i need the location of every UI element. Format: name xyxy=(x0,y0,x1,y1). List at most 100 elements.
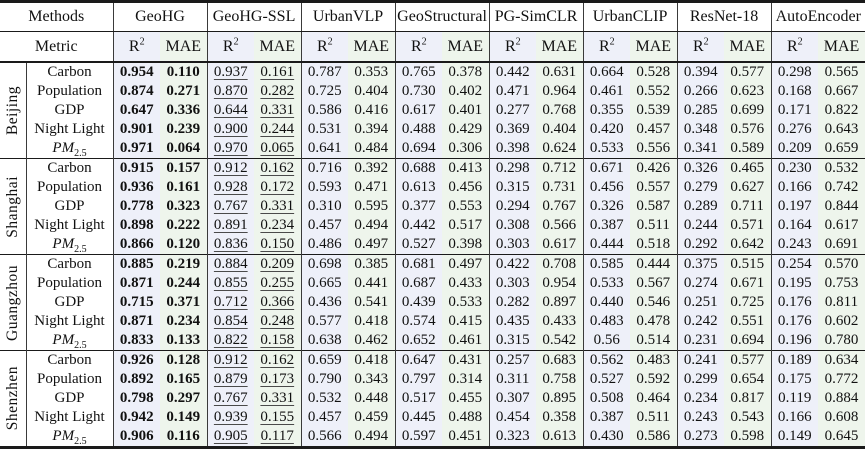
indicator-label: Night Light xyxy=(25,408,113,427)
value-cell: 0.065 xyxy=(254,139,302,159)
value-cell: 0.230 xyxy=(770,158,819,178)
value-cell: 0.175 xyxy=(770,370,819,389)
indicator-label: GDP xyxy=(25,389,113,408)
value-cell: 0.539 xyxy=(630,101,678,120)
indicator-label: Night Light xyxy=(25,216,113,235)
table-row-beijing-carbon: Beijing Carbon 0.954 0.110 0.937 0.161 0.787 0.… xyxy=(0,62,865,159)
value-cell: 0.274 xyxy=(676,274,725,293)
metric-header-geohg-ssl-r2: R2 xyxy=(206,31,255,63)
value-cell: 0.371 xyxy=(160,293,208,312)
value-cell: 0.164 xyxy=(770,216,819,235)
value-cell: 0.149 xyxy=(160,408,208,427)
value-cell: 0.936 xyxy=(112,178,160,197)
value-cell: 0.161 xyxy=(160,178,208,197)
value-cell: 0.694 xyxy=(394,139,443,159)
value-cell: 0.244 xyxy=(160,274,208,293)
value-cell: 0.273 xyxy=(676,427,725,448)
value-cell: 0.279 xyxy=(676,178,725,197)
value-cell: 0.711 xyxy=(724,197,772,216)
table-row-beijing-night-light: Night Light 0.901 0.239 0.900 0.244 0.531 0.39… xyxy=(0,120,865,139)
value-cell: 0.768 xyxy=(536,101,584,120)
indicator-label: PM2.5 xyxy=(25,235,113,255)
value-cell: 0.243 xyxy=(676,408,725,427)
value-cell: 0.634 xyxy=(818,350,865,370)
value-cell: 0.566 xyxy=(536,216,584,235)
value-cell: 0.906 xyxy=(112,427,160,448)
value-cell: 0.879 xyxy=(206,370,255,389)
value-cell: 0.209 xyxy=(254,254,302,274)
value-cell: 0.767 xyxy=(206,389,255,408)
value-cell: 0.613 xyxy=(536,427,584,448)
value-cell: 0.884 xyxy=(206,254,255,274)
value-cell: 0.457 xyxy=(300,408,349,427)
indicator-label: PM2.5 xyxy=(25,331,113,351)
value-cell: 0.456 xyxy=(582,178,631,197)
table-row-beijing-population: Population 0.874 0.271 0.870 0.282 0.725 0.404… xyxy=(0,82,865,101)
metric-header-geohg-r2: R2 xyxy=(112,31,160,63)
value-cell: 0.527 xyxy=(394,235,443,255)
value-cell: 0.712 xyxy=(206,293,255,312)
value-cell: 0.454 xyxy=(488,408,537,427)
method-header-pg-simclr: PG-SimCLR xyxy=(488,1,584,32)
value-cell: 0.871 xyxy=(112,274,160,293)
value-cell: 0.532 xyxy=(818,158,865,178)
value-cell: 0.387 xyxy=(582,408,631,427)
value-cell: 0.413 xyxy=(442,158,490,178)
method-header-geohg-ssl: GeoHG-SSL xyxy=(206,1,302,32)
value-cell: 0.598 xyxy=(724,427,772,448)
value-cell: 0.533 xyxy=(442,293,490,312)
value-cell: 0.553 xyxy=(442,197,490,216)
value-cell: 0.331 xyxy=(254,101,302,120)
table-row-shenzhen-night-light: Night Light 0.942 0.149 0.939 0.155 0.457 0.45… xyxy=(0,408,865,427)
value-cell: 0.244 xyxy=(676,216,725,235)
value-cell: 0.822 xyxy=(206,331,255,351)
table-row-shanghai-population: Population 0.936 0.161 0.928 0.172 0.593 0.471… xyxy=(0,178,865,197)
value-cell: 0.149 xyxy=(770,427,819,448)
value-cell: 0.787 xyxy=(300,62,349,82)
value-cell: 0.189 xyxy=(770,350,819,370)
value-cell: 0.375 xyxy=(676,254,725,274)
value-cell: 0.570 xyxy=(818,254,865,274)
value-cell: 0.659 xyxy=(818,139,865,159)
value-cell: 0.398 xyxy=(488,139,537,159)
value-cell: 0.418 xyxy=(348,312,396,331)
value-cell: 0.533 xyxy=(582,274,631,293)
value-cell: 0.155 xyxy=(254,408,302,427)
indicator-label: Carbon xyxy=(25,62,113,82)
table-row-shenzhen-population: Population 0.892 0.165 0.879 0.173 0.790 0.343… xyxy=(0,370,865,389)
value-cell: 0.567 xyxy=(630,274,678,293)
value-cell: 0.954 xyxy=(112,62,160,82)
value-cell: 0.562 xyxy=(582,350,631,370)
value-cell: 0.426 xyxy=(630,158,678,178)
value-cell: 0.642 xyxy=(724,235,772,255)
city-label-shanghai: Shanghai xyxy=(0,158,26,255)
value-cell: 0.276 xyxy=(770,120,819,139)
value-cell: 0.517 xyxy=(394,389,443,408)
value-cell: 0.624 xyxy=(536,139,584,159)
value-cell: 0.905 xyxy=(206,427,255,448)
method-header-geohg: GeoHG xyxy=(112,1,208,32)
value-cell: 0.251 xyxy=(676,293,725,312)
value-cell: 0.241 xyxy=(676,350,725,370)
value-cell: 0.767 xyxy=(536,197,584,216)
method-header-autoencoder: AutoEncoder xyxy=(770,1,865,32)
value-cell: 0.455 xyxy=(442,389,490,408)
value-cell: 0.483 xyxy=(582,312,631,331)
value-cell: 0.577 xyxy=(724,350,772,370)
indicator-label: Population xyxy=(25,178,113,197)
value-cell: 0.436 xyxy=(300,293,349,312)
value-cell: 0.415 xyxy=(442,312,490,331)
value-cell: 0.937 xyxy=(206,62,255,82)
value-cell: 0.631 xyxy=(536,62,584,82)
value-cell: 0.556 xyxy=(630,139,678,159)
value-cell: 0.514 xyxy=(630,331,678,351)
metric-header-geohg-mae: MAE xyxy=(160,31,208,63)
value-cell: 0.589 xyxy=(724,139,772,159)
value-cell: 0.162 xyxy=(254,158,302,178)
value-cell: 0.574 xyxy=(394,312,443,331)
value-cell: 0.892 xyxy=(112,370,160,389)
metric-header-pg-simclr-mae: MAE xyxy=(536,31,584,63)
value-cell: 0.445 xyxy=(394,408,443,427)
value-cell: 0.912 xyxy=(206,350,255,370)
